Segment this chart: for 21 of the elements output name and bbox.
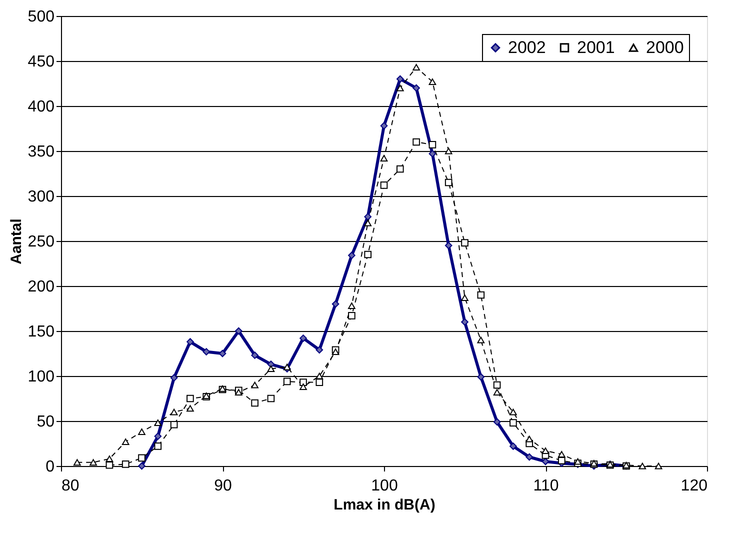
y-tick-label: 200 xyxy=(28,278,55,296)
x-tick-label: 120 xyxy=(680,478,708,494)
y-tick-label: 100 xyxy=(28,368,55,386)
y-tick-label: 250 xyxy=(28,234,55,250)
y-tick-label: 150 xyxy=(28,324,55,340)
x-tick-label: 80 xyxy=(62,478,80,494)
legend-label: 2001 xyxy=(577,38,615,57)
x-tick-label: 100 xyxy=(371,478,398,494)
y-tick-label: 0 xyxy=(46,458,55,476)
y-tick-label: 300 xyxy=(28,188,55,206)
x-tick-label: 90 xyxy=(214,478,232,494)
y-tick-label: 400 xyxy=(28,98,55,116)
y-tick-label: 500 xyxy=(28,8,55,26)
y-axis-title: Aantal xyxy=(8,218,25,264)
x-axis-title: Lmax in dB(A) xyxy=(334,496,436,514)
x-tick-label: 110 xyxy=(533,478,559,494)
y-tick-label: 50 xyxy=(36,414,55,430)
y-tick-label: 350 xyxy=(28,144,55,160)
legend-label: 2002 xyxy=(508,38,546,57)
y-tick-label: 450 xyxy=(28,54,55,70)
legend-label: 2000 xyxy=(646,38,684,57)
